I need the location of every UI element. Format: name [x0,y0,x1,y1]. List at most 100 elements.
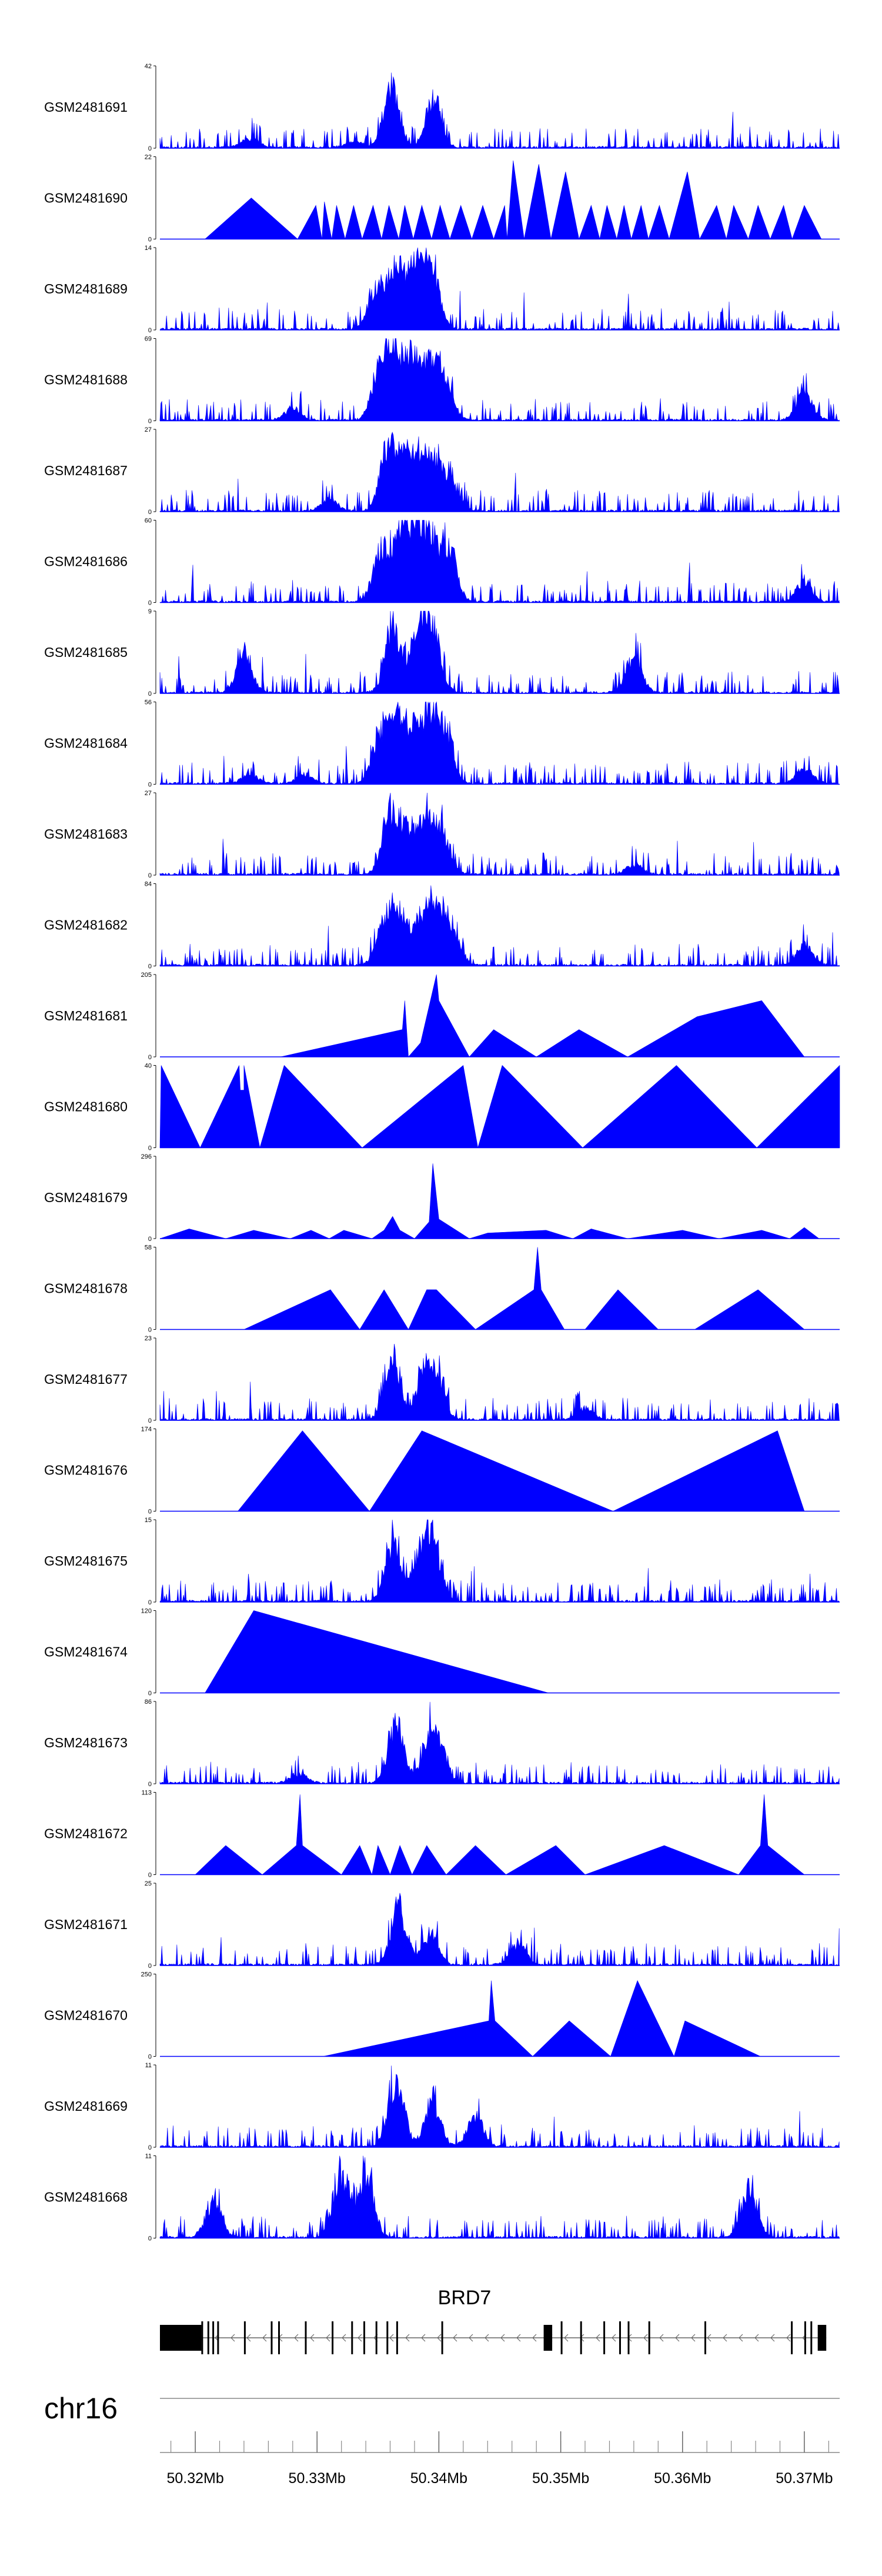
track-gsm2481674: GSM2481674 120 0 [44,1608,840,1697]
coverage-area [323,1980,761,2057]
track-label: GSM2481682 [44,917,128,933]
gene-exon [627,2321,630,2354]
strand-arrow [659,2334,664,2342]
track-label: GSM2481681 [44,1008,128,1023]
track-label: GSM2481674 [44,1644,128,1660]
coverage-area [159,610,840,694]
track-gsm2481671: GSM2481671 25 0 [44,1880,840,1970]
gene-exon [351,2321,353,2354]
strand-arrow [691,2334,696,2342]
y-axis-max-label: 23 [145,1335,152,1342]
strand-arrow [437,2334,442,2342]
track-gsm2481680: GSM2481680 40 0 [44,1063,840,1152]
y-axis-min-label: 0 [148,418,152,425]
track-gsm2481675: GSM2481675 15 0 [44,1517,840,1606]
gene-exon [648,2321,650,2354]
y-axis-min-label: 0 [148,2235,152,2243]
track-label: GSM2481670 [44,2008,128,2023]
track-label: GSM2481675 [44,1553,128,1569]
strand-arrow [500,2334,505,2342]
y-axis-max-label: 205 [141,972,152,979]
gene-exon [201,2321,203,2354]
strand-arrow [564,2334,569,2342]
strand-arrow [723,2334,727,2342]
track-label: GSM2481685 [44,645,128,660]
coverage-area [159,1065,840,1149]
coverage-area [159,1163,820,1239]
y-axis-max-label: 56 [145,699,152,706]
track-label: GSM2481689 [44,281,128,296]
track-label: GSM2481686 [44,554,128,569]
chromosome-track: chr16 [44,2392,840,2425]
gene-exon [207,2321,209,2354]
y-axis-max-label: 42 [145,63,152,70]
strand-arrow [469,2334,473,2342]
gene-exon [363,2321,365,2354]
y-axis-min-label: 0 [148,963,152,970]
strand-arrow [230,2334,235,2342]
y-axis-min-label: 0 [148,1872,152,1879]
gene-exon [704,2321,706,2354]
y-axis-max-label: 25 [145,1880,152,1887]
coverage-area [159,338,840,422]
track-gsm2481669: GSM2481669 11 0 [44,2062,840,2151]
y-axis-min-label: 0 [148,327,152,334]
coverage-area [159,1343,840,1422]
gene-exon [332,2321,334,2354]
y-axis-max-label: 22 [145,154,152,161]
strand-arrow [405,2334,410,2342]
track-gsm2481687: GSM2481687 27 0 [44,426,840,516]
track-label: GSM2481678 [44,1281,128,1296]
strand-arrow [532,2334,537,2342]
track-label: GSM2481669 [44,2098,128,2114]
strand-arrow [421,2334,426,2342]
chromosome-label: chr16 [44,2392,118,2425]
gene-exon [375,2321,377,2354]
y-axis-min-label: 0 [148,2054,152,2061]
y-axis-max-label: 9 [148,608,152,615]
axis-tick-label: 50.35Mb [532,2470,589,2487]
track-gsm2481668: GSM2481668 11 0 [44,2153,840,2243]
strand-arrow [485,2334,489,2342]
y-axis-max-label: 69 [145,336,152,343]
strand-arrow [770,2334,775,2342]
track-label: GSM2481688 [44,372,128,388]
y-axis-max-label: 250 [141,1971,152,1978]
strand-arrow [739,2334,743,2342]
coverage-area [159,1701,840,1784]
y-axis-max-label: 296 [141,1153,152,1160]
track-gsm2481686: GSM2481686 60 0 [44,518,840,607]
strand-arrow [246,2334,251,2342]
track-label: GSM2481684 [44,736,128,751]
strand-arrow [453,2334,457,2342]
coverage-area [159,885,840,967]
strand-arrow [596,2334,600,2342]
track-label: GSM2481683 [44,826,128,842]
track-label: GSM2481677 [44,1372,128,1387]
y-axis-max-label: 120 [141,1608,152,1615]
coverage-area [195,1794,805,1876]
y-axis-min-label: 0 [148,1236,152,1243]
gene-exon [386,2321,389,2354]
y-axis-min-label: 0 [148,1963,152,1970]
track-gsm2481676: GSM2481676 174 0 [44,1426,840,1516]
y-axis-min-label: 0 [148,1054,152,1061]
y-axis-max-label: 113 [141,1790,152,1797]
coverage-area [159,1893,840,1966]
axis-tick-label: 50.32Mb [166,2470,223,2487]
track-gsm2481683: GSM2481683 27 0 [44,790,840,879]
y-axis-min-label: 0 [148,690,152,698]
y-axis-min-label: 0 [148,1690,152,1697]
axis-tick-label: 50.36Mb [654,2470,711,2487]
y-axis-max-label: 15 [145,1517,152,1524]
strand-arrow [262,2334,267,2342]
gene-exon [160,2325,202,2351]
gene-exon [278,2321,280,2354]
gene-exon [804,2321,806,2354]
y-axis-max-label: 27 [145,790,152,797]
track-gsm2481690: GSM2481690 22 0 [44,154,840,243]
gene-exon [243,2321,246,2354]
track-gsm2481685: GSM2481685 9 0 [44,608,840,698]
genome-axis: 50.32Mb 50.33Mb 50.34Mb 50.35Mb 50.36Mb 50.37… [160,2431,840,2487]
